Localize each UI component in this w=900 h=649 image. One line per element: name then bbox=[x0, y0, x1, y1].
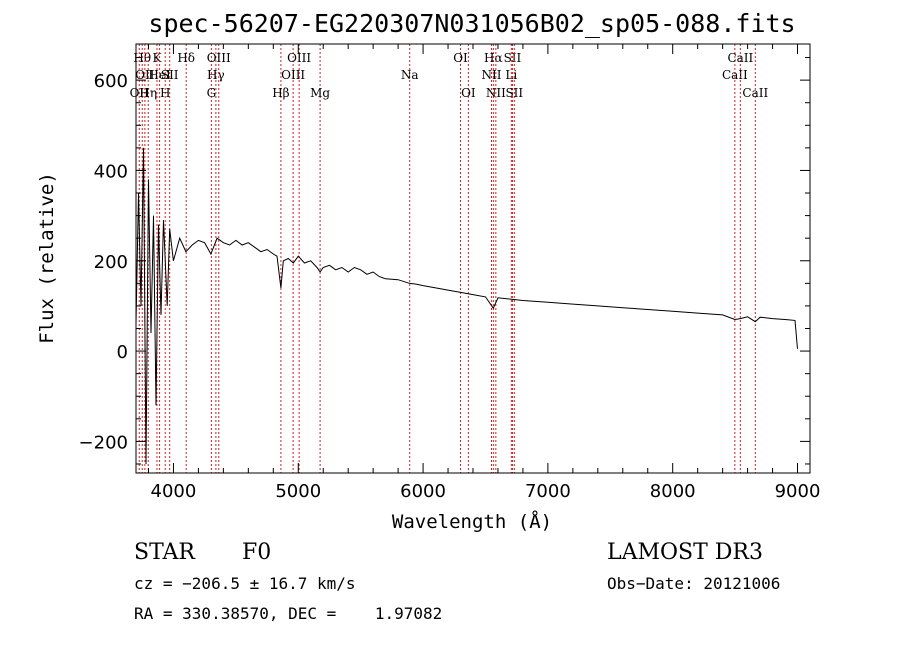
spectral-line-markers: OIIHθOIIHηKHeIHSIIHδGHγOIIIHβOIIIOIIIMgN… bbox=[130, 44, 768, 473]
y-tick-label: 0 bbox=[117, 342, 128, 363]
redshift-velocity: cz = −206.5 ± 16.7 km/s bbox=[134, 574, 356, 593]
line-label: SII bbox=[504, 51, 522, 65]
line-label: Hθ bbox=[133, 51, 151, 65]
object-subclass: F0 bbox=[242, 540, 272, 565]
line-label: OII bbox=[135, 68, 155, 82]
x-tick-label: 4000 bbox=[151, 481, 197, 502]
line-label: OI bbox=[461, 86, 476, 100]
line-label: SII bbox=[161, 68, 179, 82]
x-tick-label: 9000 bbox=[775, 481, 821, 502]
x-tick-label: 7000 bbox=[525, 481, 571, 502]
line-label: SII bbox=[505, 86, 523, 100]
line-label: OIII bbox=[287, 51, 311, 65]
line-label: Hα bbox=[484, 51, 503, 65]
line-label: Hβ bbox=[272, 86, 289, 100]
line-label: Hη bbox=[139, 86, 157, 100]
object-class: STAR bbox=[134, 540, 195, 565]
line-label: CaII bbox=[742, 86, 768, 100]
line-label: Na bbox=[401, 68, 419, 82]
plot-frame bbox=[135, 43, 811, 474]
line-label: NII bbox=[481, 68, 501, 82]
line-label: OIII bbox=[281, 68, 305, 82]
x-tick-label: 8000 bbox=[650, 481, 696, 502]
y-tick-label: 400 bbox=[94, 161, 128, 182]
chart-title: spec-56207-EG220307N031056B02_sp05-088.f… bbox=[148, 9, 795, 38]
y-axis-label: Flux (relative) bbox=[36, 172, 58, 344]
observation-date: Obs−Date: 20121006 bbox=[607, 574, 781, 593]
line-label: CaII bbox=[722, 68, 748, 82]
line-label: HeI bbox=[148, 68, 171, 82]
line-label: Hγ bbox=[207, 68, 225, 82]
survey-name: LAMOST DR3 bbox=[607, 540, 763, 565]
x-tick-label: 5000 bbox=[275, 481, 321, 502]
line-label: Mg bbox=[310, 86, 330, 100]
x-tick-label: 6000 bbox=[400, 481, 446, 502]
y-tick-label: −200 bbox=[79, 432, 128, 453]
y-tick-label: 200 bbox=[94, 252, 128, 273]
x-axis-label: Wavelength (Å) bbox=[392, 510, 552, 533]
line-label: OII bbox=[130, 86, 150, 100]
line-label: CaII bbox=[727, 51, 753, 65]
line-label: G bbox=[207, 86, 217, 100]
line-label: H bbox=[160, 86, 170, 100]
line-label: Hδ bbox=[177, 51, 195, 65]
line-label: NII bbox=[486, 86, 506, 100]
coordinates: RA = 330.38570, DEC = 1.97082 bbox=[134, 604, 443, 623]
axis-ticks: 4000 5000 6000 7000 8000 9000 −200 0 200 400 600 bbox=[79, 44, 821, 502]
y-tick-label: 600 bbox=[94, 71, 128, 92]
line-label: K bbox=[152, 51, 162, 65]
spectrum-line bbox=[135, 147, 798, 465]
line-label: OI bbox=[453, 51, 468, 65]
line-label: Li bbox=[505, 68, 517, 82]
line-label: OIII bbox=[207, 51, 231, 65]
